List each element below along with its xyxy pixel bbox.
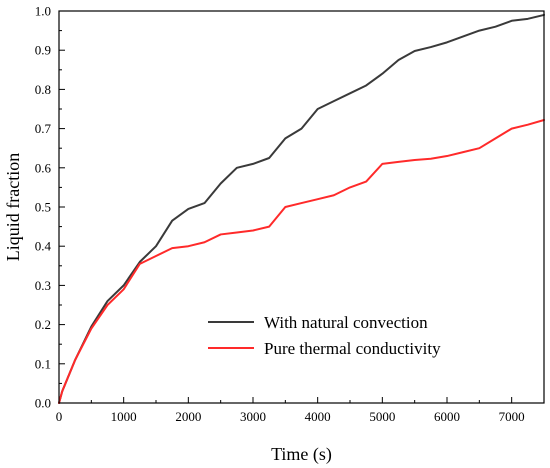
legend-label-natural-convection: With natural convection bbox=[264, 313, 428, 332]
x-axis-title: Time (s) bbox=[271, 444, 332, 465]
series-line-1 bbox=[58, 118, 545, 404]
tick-label-group: 0 1000 2000 3000 4000 5000 6000 7000 0.0 0.1 0.2 0.… bbox=[35, 4, 525, 425]
y-tick-label: 0.5 bbox=[35, 200, 51, 215]
x-tick-label: 1000 bbox=[111, 409, 137, 424]
y-tick-label: 0.7 bbox=[35, 121, 52, 136]
series-group bbox=[58, 13, 545, 404]
x-tick-label: 3000 bbox=[240, 409, 266, 424]
y-tick-label: 0.2 bbox=[35, 317, 51, 332]
x-tick-label: 4000 bbox=[305, 409, 331, 424]
x-tick-label: 6000 bbox=[434, 409, 460, 424]
x-tick-label: 2000 bbox=[175, 409, 201, 424]
y-tick-label: 0.8 bbox=[35, 82, 51, 97]
y-axis-title: Liquid fraction bbox=[3, 153, 23, 261]
x-tick-label: 0 bbox=[56, 409, 63, 424]
y-tick-label: 0.9 bbox=[35, 43, 51, 58]
y-tick-label: 0.1 bbox=[35, 356, 51, 371]
legend-label-thermal-conductivity: Pure thermal conductivity bbox=[264, 339, 441, 358]
x-tick-label: 5000 bbox=[369, 409, 395, 424]
plot-frame bbox=[58, 10, 545, 404]
y-tick-label: 0.3 bbox=[35, 278, 51, 293]
y-tick-label: 0.0 bbox=[35, 396, 51, 411]
series-line-0 bbox=[58, 13, 545, 404]
y-tick-label: 0.6 bbox=[35, 160, 52, 175]
y-tick-label: 0.4 bbox=[35, 239, 52, 254]
legend: With natural convection Pure thermal con… bbox=[208, 313, 441, 358]
y-tick-label: 1.0 bbox=[35, 4, 51, 19]
x-tick-label: 7000 bbox=[499, 409, 525, 424]
